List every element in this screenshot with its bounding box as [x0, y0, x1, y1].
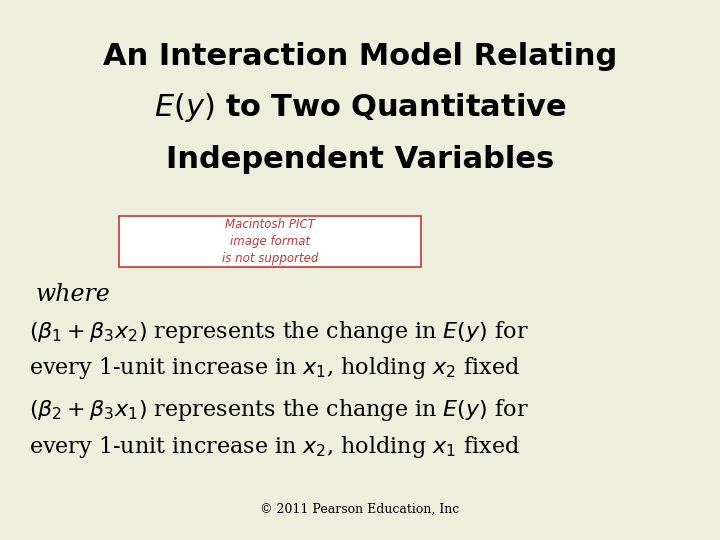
Text: every 1-unit increase in $x_1$, holding $x_2$ fixed: every 1-unit increase in $x_1$, holding …	[29, 355, 520, 381]
Text: $(\beta_2 + \beta_3 x_1)$ represents the change in $E(y)$ for: $(\beta_2 + \beta_3 x_1)$ represents the…	[29, 397, 528, 423]
Text: Macintosh PICT
image format
is not supported: Macintosh PICT image format is not suppo…	[222, 218, 318, 265]
Text: $\mathbf{\mathit{E(y)}}$$\mathbf{\ to\ Two\ Quantitative}$: $\mathbf{\mathit{E(y)}}$$\mathbf{\ to\ T…	[154, 91, 566, 125]
Text: An Interaction Model Relating: An Interaction Model Relating	[103, 42, 617, 71]
Text: Independent Variables: Independent Variables	[166, 145, 554, 174]
Text: © 2011 Pearson Education, Inc: © 2011 Pearson Education, Inc	[261, 503, 459, 516]
Text: every 1-unit increase in $x_2$, holding $x_1$ fixed: every 1-unit increase in $x_2$, holding …	[29, 434, 520, 460]
FancyBboxPatch shape	[119, 216, 421, 267]
Text: where: where	[36, 283, 111, 306]
Text: $(\beta_1 + \beta_3 x_2)$ represents the change in $E(y)$ for: $(\beta_1 + \beta_3 x_2)$ represents the…	[29, 319, 528, 345]
